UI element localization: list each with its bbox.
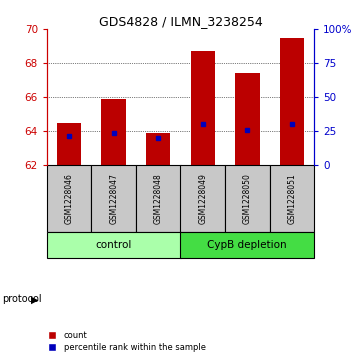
Bar bbox=[180, 165, 225, 232]
Bar bbox=[47, 165, 91, 232]
Text: GSM1228051: GSM1228051 bbox=[287, 173, 296, 224]
Text: GSM1228047: GSM1228047 bbox=[109, 173, 118, 224]
Bar bbox=[270, 165, 314, 232]
Text: GSM1228048: GSM1228048 bbox=[154, 173, 163, 224]
Legend: count, percentile rank within the sample: count, percentile rank within the sample bbox=[40, 328, 209, 355]
Text: ▶: ▶ bbox=[31, 294, 38, 305]
Bar bbox=[180, 232, 314, 258]
Text: GSM1228046: GSM1228046 bbox=[65, 173, 74, 224]
Bar bbox=[91, 165, 136, 232]
Title: GDS4828 / ILMN_3238254: GDS4828 / ILMN_3238254 bbox=[99, 15, 262, 28]
Bar bbox=[136, 165, 180, 232]
Bar bbox=[47, 232, 180, 258]
Text: GSM1228050: GSM1228050 bbox=[243, 173, 252, 224]
Text: GSM1228049: GSM1228049 bbox=[198, 173, 207, 224]
Text: protocol: protocol bbox=[2, 294, 42, 305]
Bar bbox=[57, 123, 82, 165]
Bar bbox=[225, 165, 270, 232]
Bar bbox=[101, 99, 126, 165]
Bar bbox=[146, 133, 170, 165]
Bar bbox=[235, 73, 260, 165]
Bar bbox=[279, 37, 304, 165]
Text: CypB depletion: CypB depletion bbox=[208, 240, 287, 250]
Bar bbox=[191, 51, 215, 165]
Text: control: control bbox=[96, 240, 132, 250]
